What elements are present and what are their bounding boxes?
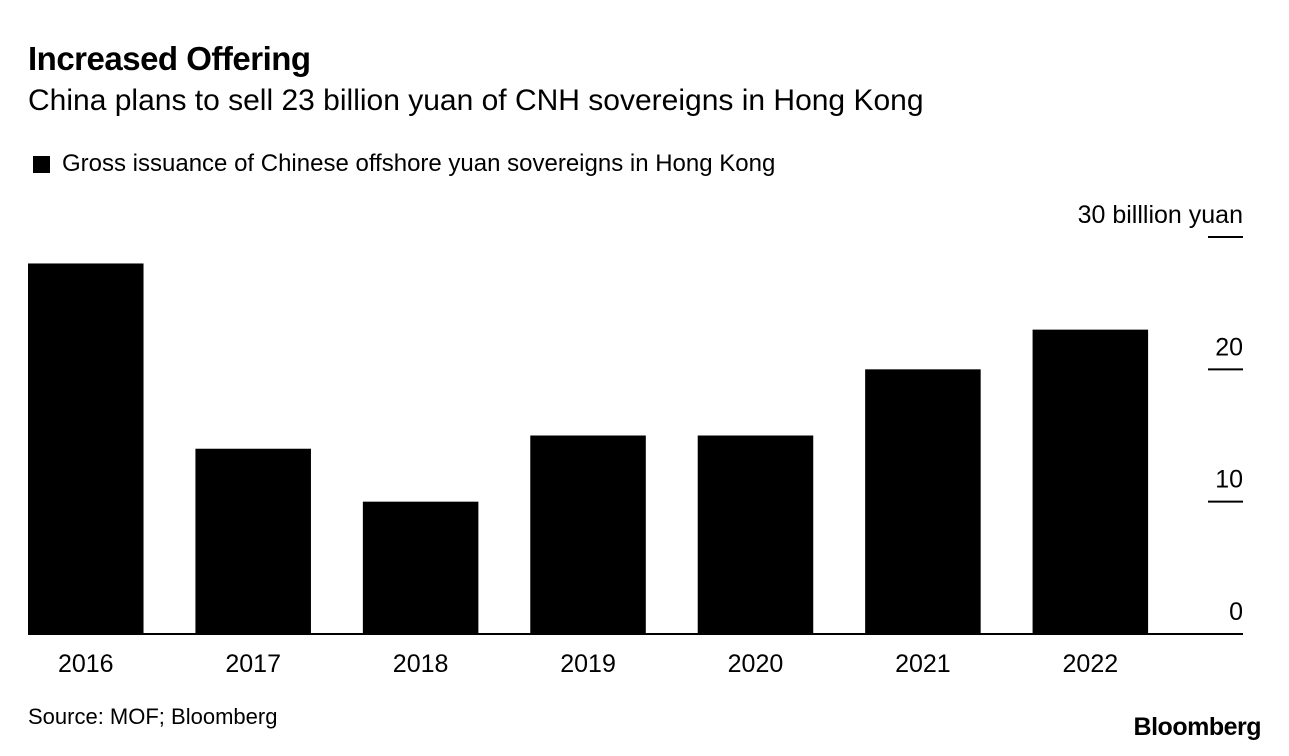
x-tick-label: 2017 — [225, 650, 281, 678]
bar-2018 — [362, 501, 479, 634]
bar-2022 — [1032, 329, 1149, 634]
x-tick-label: 2019 — [560, 650, 616, 678]
chart-title: Increased Offering — [28, 40, 311, 77]
source-note: Source: MOF; Bloomberg — [28, 704, 278, 729]
y-tick-label: 30 billlion yuan — [1078, 201, 1243, 229]
legend-label: Gross issuance of Chinese offshore yuan … — [62, 150, 776, 177]
bloomberg-logo: Bloomberg — [1133, 713, 1262, 741]
y-tick-label: 20 — [1215, 333, 1243, 361]
x-tick-label: 2016 — [58, 650, 114, 678]
y-tick-label: 0 — [1229, 598, 1243, 626]
x-tick-label: 2022 — [1063, 650, 1119, 678]
chart-subtitle: China plans to sell 23 billion yuan of C… — [28, 84, 924, 117]
bar-2021 — [865, 369, 981, 634]
x-tick-label: 2018 — [393, 650, 449, 678]
bar-2019 — [530, 435, 646, 634]
x-tick-label: 2021 — [895, 650, 951, 678]
bar-2016 — [28, 263, 144, 634]
legend: Gross issuance of Chinese offshore yuan … — [33, 150, 775, 178]
y-tick-label: 10 — [1215, 466, 1243, 494]
legend-swatch — [33, 155, 50, 173]
bar-2017 — [195, 448, 311, 634]
x-tick-label: 2020 — [728, 650, 784, 678]
bar-2020 — [697, 435, 814, 634]
